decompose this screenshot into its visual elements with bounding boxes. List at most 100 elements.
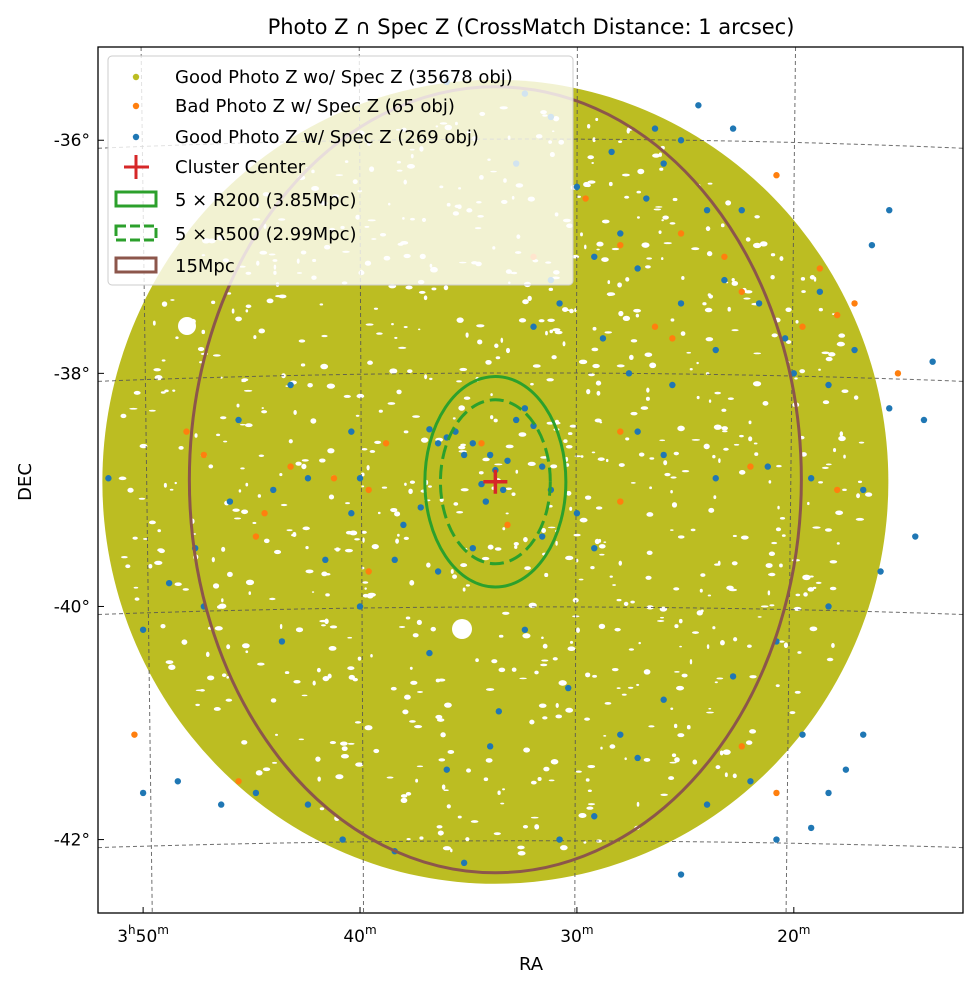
field-void: [625, 437, 630, 441]
field-void: [594, 418, 602, 423]
field-void: [400, 794, 408, 798]
field-void: [216, 433, 221, 437]
field-void: [587, 124, 591, 129]
field-void: [194, 433, 198, 438]
field-void: [646, 387, 650, 393]
field-void: [515, 469, 519, 474]
field-void: [605, 458, 609, 463]
field-void: [794, 377, 798, 380]
field-void: [549, 329, 554, 334]
field-void: [566, 490, 572, 496]
field-void: [300, 363, 306, 367]
field-void: [293, 679, 301, 684]
field-void: [485, 359, 492, 365]
field-void: [713, 495, 717, 500]
field-void: [768, 480, 772, 484]
field-void: [170, 299, 175, 301]
field-void: [689, 659, 693, 665]
field-void: [518, 432, 527, 437]
field-void: [765, 563, 773, 569]
good-photoz-specz-point: [608, 148, 615, 156]
field-void: [657, 619, 665, 622]
field-void: [731, 329, 739, 332]
field-void: [797, 651, 802, 654]
field-void: [357, 656, 362, 661]
field-void: [541, 636, 544, 640]
cluster-center-marker: [483, 469, 508, 494]
good-photoz-specz-point: [426, 649, 433, 657]
field-void: [517, 851, 526, 856]
field-void: [691, 247, 700, 251]
field-void: [630, 411, 638, 416]
field-void: [389, 368, 398, 374]
field-void: [554, 330, 563, 335]
field-void: [595, 839, 603, 843]
field-void: [371, 543, 379, 550]
field-void: [835, 510, 844, 516]
field-void: [161, 301, 168, 307]
field-void: [398, 346, 407, 349]
field-void: [607, 280, 611, 285]
field-void: [335, 547, 340, 552]
field-void: [645, 265, 651, 269]
field-void: [569, 424, 577, 428]
field-void: [266, 298, 274, 304]
field-void: [424, 374, 428, 380]
field-void: [172, 389, 176, 392]
field-void: [470, 820, 479, 823]
field-void: [405, 616, 411, 620]
field-void: [562, 341, 566, 347]
field-void: [236, 403, 240, 408]
field-void: [775, 527, 782, 532]
field-void: [646, 605, 654, 610]
field-void: [231, 308, 235, 314]
field-void: [795, 593, 801, 597]
field-void: [569, 640, 574, 644]
field-void: [463, 396, 471, 400]
field-void: [699, 588, 703, 593]
field-void: [367, 592, 376, 597]
field-void: [599, 421, 603, 424]
field-void: [485, 688, 495, 691]
field-void: [213, 707, 221, 711]
legend-label-good-wo-specz: Good Photo Z wo/ Spec Z (35678 obj): [175, 67, 513, 88]
field-void: [487, 544, 494, 550]
field-void: [197, 346, 205, 352]
field-void: [158, 548, 165, 554]
field-void: [305, 569, 314, 574]
field-void: [390, 686, 397, 691]
field-void: [275, 295, 282, 298]
legend-marker-r200: [114, 190, 158, 208]
field-void: [617, 282, 622, 288]
field-void: [494, 463, 503, 466]
field-void: [428, 485, 432, 488]
field-void: [691, 438, 701, 441]
field-void: [799, 369, 806, 374]
field-void: [563, 439, 568, 444]
field-void: [836, 341, 845, 347]
good-photoz-specz-point: [591, 544, 598, 552]
field-void: [315, 756, 321, 762]
field-void: [567, 432, 573, 436]
field-void: [523, 536, 528, 543]
field-void: [404, 694, 411, 700]
good-photoz-specz-point: [486, 451, 494, 459]
field-void: [686, 351, 692, 354]
field-void: [740, 535, 749, 540]
good-photoz-specz-point: [426, 426, 433, 433]
field-void: [749, 675, 757, 679]
field-void: [438, 758, 446, 762]
good-photoz-specz-point: [499, 486, 507, 494]
bad-photoz-point: [287, 463, 294, 470]
field-void: [836, 542, 840, 545]
bad-photoz-point: [747, 463, 754, 470]
field-void: [754, 452, 759, 456]
good-photoz-specz-point: [356, 475, 364, 482]
field-void: [498, 667, 506, 673]
bad-photoz-point: [669, 335, 676, 342]
good-photoz-specz-point: [816, 288, 824, 295]
field-void: [821, 466, 829, 469]
bad-photoz-point: [365, 568, 372, 575]
field-void: [534, 824, 540, 830]
field-void: [163, 482, 167, 488]
